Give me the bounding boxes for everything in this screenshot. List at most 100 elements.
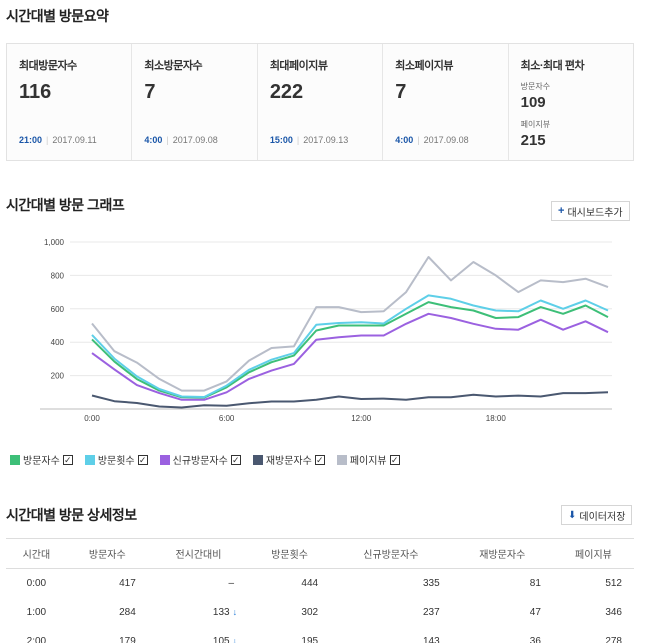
card-hour: 21:00 — [19, 135, 43, 145]
legend-item-returning[interactable]: 재방문자수 ✓ — [252, 452, 325, 467]
down-arrow-icon: ↓ — [232, 635, 238, 643]
card-footer: 15:00 | 2017.09.13 — [269, 135, 349, 145]
card-label: 최소·최대 편차 — [520, 60, 585, 72]
cell-hour: 2:00 — [26, 635, 47, 643]
cell-new-visitors: 335 — [422, 577, 440, 589]
save-data-label: 데이터저장 — [579, 511, 626, 523]
cell-pageviews: 278 — [605, 635, 622, 643]
legend-item-pageviews[interactable]: 페이지뷰 ✓ — [336, 452, 400, 467]
cell-hour: 0:00 — [26, 577, 47, 589]
cell-change: 133 ↓ — [148, 598, 249, 627]
x-tick-label: 6:00 — [219, 414, 235, 423]
card-hour: 4:00 — [395, 135, 414, 145]
cell-returning: 81 — [529, 577, 541, 589]
add-dashboard-label: 대시보드추가 — [567, 207, 623, 219]
cell-visits: 302 — [301, 606, 319, 618]
series-line-new-visitors — [91, 312, 609, 401]
legend-checkbox[interactable]: ✓ — [230, 454, 241, 465]
graph-title: 시간대별 방문 그래프 — [6, 197, 125, 213]
detail-title: 시간대별 방문 상세정보 — [6, 507, 137, 523]
y-tick-label: 400 — [51, 338, 65, 347]
legend-swatch — [252, 454, 263, 465]
chart-axis: 200 400 600 800 1,000 0:00 6:00 12:00 18:00 — [40, 238, 612, 423]
legend-label: 신규방문자수 — [172, 456, 228, 467]
legend-swatch — [10, 454, 20, 465]
card-footer: 21:00 | 2017.09.11 — [19, 135, 97, 145]
col-pageviews[interactable]: 페이지뷰 — [552, 538, 634, 569]
deviation-visitors-value: 109 — [520, 94, 546, 111]
legend-item-new-visitors[interactable]: 신규방문자수 ✓ — [159, 452, 241, 467]
col-new-visitors[interactable]: 신규방문자수 — [330, 538, 452, 569]
down-arrow-icon: ↓ — [232, 606, 238, 617]
card-hour: 15:00 — [269, 135, 293, 145]
detail-table: 시간대 방문자수 전시간대비 방문횟수 신규방문자수 재방문자수 페이지뷰 0:… — [6, 538, 634, 643]
cell-visits: 444 — [301, 577, 319, 589]
legend-swatch — [159, 454, 170, 465]
add-dashboard-button[interactable]: + 대시보드추가 — [551, 201, 630, 221]
card-label: 최대페이지뷰 — [269, 60, 328, 72]
deviation-visitors-label: 방문자수 — [520, 82, 551, 91]
x-tick-label: 0:00 — [84, 414, 100, 423]
summary-card-deviation: 최소·최대 편차 방문자수 109 페이지뷰 215 — [509, 44, 633, 160]
card-date: 2017.09.08 — [172, 135, 218, 145]
summary-card-max-visitors: 최대방문자수 116 21:00 | 2017.09.11 — [7, 44, 133, 160]
card-hour: 4:00 — [144, 135, 163, 145]
summary-card-min-pageviews: 최소페이지뷰 7 4:00 | 2017.09.08 — [383, 44, 509, 160]
cell-pageviews: 512 — [605, 577, 622, 589]
series-line-visits — [91, 294, 609, 398]
cell-change: 105 ↓ — [148, 627, 249, 643]
legend-item-visits[interactable]: 방문횟수 ✓ — [84, 452, 148, 467]
card-value: 7 — [395, 81, 407, 103]
legend-swatch — [84, 454, 95, 465]
legend-checkbox[interactable]: ✓ — [137, 454, 148, 465]
x-tick-label: 12:00 — [351, 414, 372, 423]
cell-visitors: 284 — [119, 606, 136, 618]
cell-new-visitors: 143 — [422, 635, 440, 643]
summary-panel: 최대방문자수 116 21:00 | 2017.09.11 최소방문자수 7 4:0… — [6, 43, 634, 161]
summary-title: 시간대별 방문요약 — [6, 8, 109, 24]
card-value: 7 — [144, 81, 156, 103]
card-footer: 4:00 | 2017.09.08 — [395, 135, 469, 145]
cell-change: – — [148, 569, 249, 598]
chart-legend: 방문자수 ✓ 방문횟수 ✓ 신규방문자수 ✓ 재방문자수 ✓ 페이지뷰 ✓ — [10, 452, 412, 467]
legend-checkbox[interactable]: ✓ — [389, 454, 400, 465]
change-value: – — [228, 577, 235, 589]
legend-checkbox[interactable]: ✓ — [62, 454, 73, 465]
cell-hour: 1:00 — [26, 606, 47, 618]
card-value: 222 — [269, 81, 304, 103]
table-header-row: 시간대 방문자수 전시간대비 방문횟수 신규방문자수 재방문자수 페이지뷰 — [6, 538, 634, 569]
download-icon: ⬇ — [568, 509, 577, 521]
col-visits[interactable]: 방문횟수 — [249, 538, 331, 569]
col-returning[interactable]: 재방문자수 — [451, 538, 553, 569]
card-label: 최소페이지뷰 — [395, 60, 453, 72]
cell-visits: 195 — [301, 635, 319, 643]
card-label: 최소방문자수 — [144, 60, 203, 72]
legend-item-visitors[interactable]: 방문자수 ✓ — [10, 452, 73, 467]
card-footer: 4:00 | 2017.09.08 — [144, 135, 218, 145]
legend-label: 방문횟수 — [97, 456, 135, 467]
summary-card-max-pageviews: 최대페이지뷰 222 15:00 | 2017.09.13 — [258, 44, 384, 160]
table-row: 1:00 284 133 ↓ 302 237 47 346 — [6, 598, 634, 627]
card-date: 2017.09.13 — [303, 135, 349, 145]
card-label: 최대방문자수 — [19, 60, 77, 72]
deviation-pageviews-label: 페이지뷰 — [520, 120, 551, 129]
y-tick-label: 1,000 — [44, 238, 65, 247]
chart-series — [91, 256, 609, 409]
col-visitors[interactable]: 방문자수 — [66, 538, 148, 569]
legend-checkbox[interactable]: ✓ — [314, 454, 325, 465]
y-tick-label: 200 — [51, 372, 65, 381]
legend-label: 페이지뷰 — [349, 456, 387, 467]
cell-returning: 47 — [529, 606, 541, 618]
chart-grid — [70, 241, 612, 377]
series-line-returning — [91, 391, 609, 409]
card-date: 2017.09.11 — [52, 135, 97, 145]
cell-visitors: 417 — [119, 577, 136, 589]
col-change[interactable]: 전시간대비 — [147, 538, 250, 569]
legend-swatch — [336, 454, 347, 465]
cell-pageviews: 346 — [605, 606, 622, 618]
cell-returning: 36 — [529, 635, 541, 643]
card-date: 2017.09.08 — [423, 135, 469, 145]
save-data-button[interactable]: ⬇ 데이터저장 — [561, 505, 633, 525]
plus-icon: + — [558, 205, 565, 217]
col-hour[interactable]: 시간대 — [6, 538, 67, 569]
